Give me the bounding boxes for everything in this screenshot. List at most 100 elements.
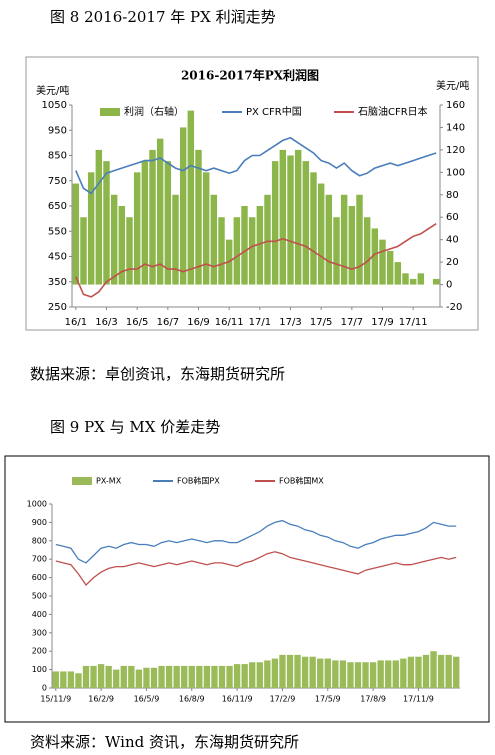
y-tick-label: 550 (48, 226, 67, 237)
y2-tick-label: 140 (446, 122, 465, 133)
bar (188, 665, 195, 688)
y-tick-label: 1000 (27, 500, 47, 509)
figure-caption: 图 9 PX 与 MX 价差走势 (50, 418, 220, 436)
bar (241, 664, 248, 688)
bar (141, 161, 149, 285)
bar (317, 658, 324, 688)
bar (165, 665, 173, 688)
bar (233, 217, 241, 285)
y-tick-label: 800 (32, 536, 47, 545)
bar (301, 656, 309, 688)
bar (432, 278, 440, 285)
bar (118, 206, 126, 285)
y2-tick-label: 120 (446, 145, 465, 156)
bar (453, 656, 460, 688)
bar (302, 161, 310, 285)
bar (52, 671, 59, 688)
bar (126, 217, 133, 285)
bar (310, 172, 317, 285)
y-tick-label: 750 (48, 176, 67, 187)
bar (287, 155, 294, 285)
bar (82, 665, 90, 688)
bar (202, 172, 210, 285)
bar (437, 654, 445, 688)
bar (445, 654, 452, 688)
line (75, 136, 437, 195)
bar (113, 669, 120, 688)
y2-tick-label: 100 (446, 167, 465, 178)
x-tick-label: 15/11/9 (40, 695, 71, 704)
bar (279, 149, 287, 285)
y-tick-label: 500 (32, 592, 47, 601)
bar (87, 172, 95, 285)
y-tick-label: 900 (32, 518, 47, 527)
bar (415, 656, 422, 688)
bar (407, 656, 415, 688)
y-axis-label: 美元/吨 (36, 84, 69, 97)
x-tick-label: 17/8/9 (360, 695, 386, 704)
bar (279, 654, 286, 688)
x-tick-label: 16/3 (95, 317, 117, 328)
bar (294, 654, 301, 688)
y-tick-label: 950 (48, 125, 67, 136)
y-tick-label: 650 (48, 201, 67, 212)
x-tick-label: 16/11/9 (222, 695, 253, 704)
source-note: 数据来源：卓创资讯，东海期货研究所 (30, 365, 285, 383)
bar (248, 217, 256, 285)
line (55, 551, 457, 587)
bar (377, 660, 384, 688)
y2-tick-label: 40 (446, 235, 459, 246)
legend-label: 利润（右轴） (124, 105, 184, 118)
x-tick-label: 17/3 (279, 317, 301, 328)
chart-frame (25, 56, 479, 331)
figure-caption: 图 8 2016-2017 年 PX 利润走势 (50, 8, 276, 26)
bar (60, 671, 67, 688)
y-tick-label: 250 (48, 302, 67, 313)
bar (233, 664, 241, 688)
y2-axis-label: 美元/吨 (436, 79, 469, 92)
bar (256, 206, 264, 285)
bar (218, 217, 225, 285)
y2-tick-label: 160 (446, 100, 465, 111)
bar (271, 658, 279, 688)
x-tick-label: 16/7 (157, 317, 179, 328)
bar (172, 194, 179, 285)
legend-label: FOB韩国PX (177, 476, 220, 486)
bar (422, 654, 430, 688)
y-tick-label: 700 (32, 555, 47, 564)
bar (149, 149, 156, 285)
legend-label: 石脑油CFR日本 (358, 105, 428, 118)
bar (133, 172, 141, 285)
bar (409, 278, 417, 285)
bar (181, 665, 188, 688)
x-tick-label: 16/1 (65, 317, 87, 328)
bar (196, 665, 203, 688)
bar (356, 194, 363, 285)
bar (143, 667, 150, 688)
bar (67, 671, 75, 688)
x-tick-label: 17/5/9 (315, 695, 341, 704)
bar (400, 658, 407, 688)
x-tick-label: 16/5/9 (134, 695, 160, 704)
bar (347, 662, 354, 688)
bar (348, 206, 356, 285)
bar (386, 250, 394, 285)
chart-frame (4, 455, 490, 723)
bar (271, 161, 279, 285)
bar (173, 665, 180, 688)
bar (256, 662, 263, 688)
bar (332, 660, 339, 688)
y-tick-label: 400 (32, 610, 47, 619)
y-tick-label: 600 (32, 573, 47, 582)
bar (294, 149, 302, 285)
bar (226, 665, 233, 688)
bar (430, 651, 437, 688)
bar (135, 669, 143, 688)
x-tick-label: 16/5 (126, 317, 148, 328)
y2-tick-label: -20 (446, 302, 462, 313)
bar (369, 662, 377, 688)
bar (80, 217, 87, 285)
bar (249, 662, 256, 688)
y2-tick-label: 80 (446, 190, 459, 201)
